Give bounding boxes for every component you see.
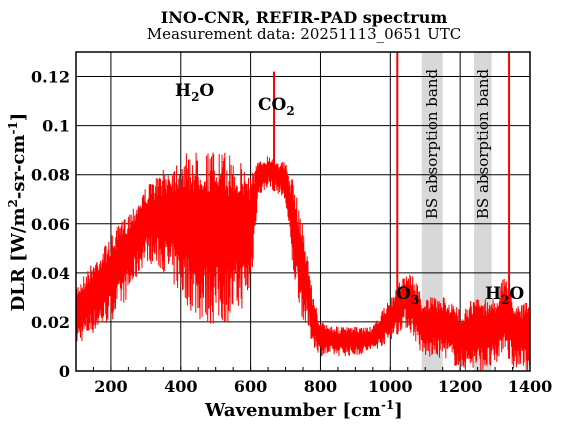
chart-subtitle: Measurement data: 20251113_0651 UTC (147, 25, 461, 43)
x-tick-label: 200 (94, 377, 127, 396)
x-tick-labels: 200 400 600 800 1000 1200 1400 (94, 377, 552, 396)
plot-frame (75, 51, 531, 372)
annotation-h2o-right: H2O (485, 284, 524, 307)
y-tick-label: 0.04 (31, 264, 70, 283)
x-tick-label: 600 (234, 377, 267, 396)
plot-area: BS absorption band BS absorption band (75, 51, 531, 372)
band-label: BS absorption band (423, 69, 441, 220)
annotation-co2: CO2 (258, 95, 295, 118)
absorption-band (474, 52, 492, 371)
x-axis-label: Wavenumber [cm-1] (204, 398, 403, 421)
y-tick-label: 0.02 (31, 313, 70, 332)
x-tick-label: 1200 (438, 377, 483, 396)
spectrum-line (75, 152, 531, 372)
x-tick-label: 1000 (368, 377, 413, 396)
band-label: BS absorption band (474, 69, 492, 220)
y-tick-labels: 0 0.02 0.04 0.06 0.08 0.1 0.12 (31, 68, 70, 381)
y-tick-label: 0.06 (31, 215, 70, 234)
y-tick-label: 0.08 (31, 166, 70, 185)
y-tick-label: 0 (59, 362, 70, 381)
x-tick-label: 800 (304, 377, 337, 396)
absorption-band (421, 52, 443, 371)
y-tick-label: 0.12 (31, 68, 70, 87)
x-tick-label: 400 (164, 377, 197, 396)
x-tick-label: 1400 (508, 377, 553, 396)
y-axis-label: DLR [W/m2-sr-cm-1] (6, 113, 29, 312)
y-tick-label: 0.1 (42, 117, 70, 136)
annotation-h2o-left: H2O (175, 81, 214, 104)
chart-title: INO-CNR, REFIR-PAD spectrum (161, 8, 448, 27)
